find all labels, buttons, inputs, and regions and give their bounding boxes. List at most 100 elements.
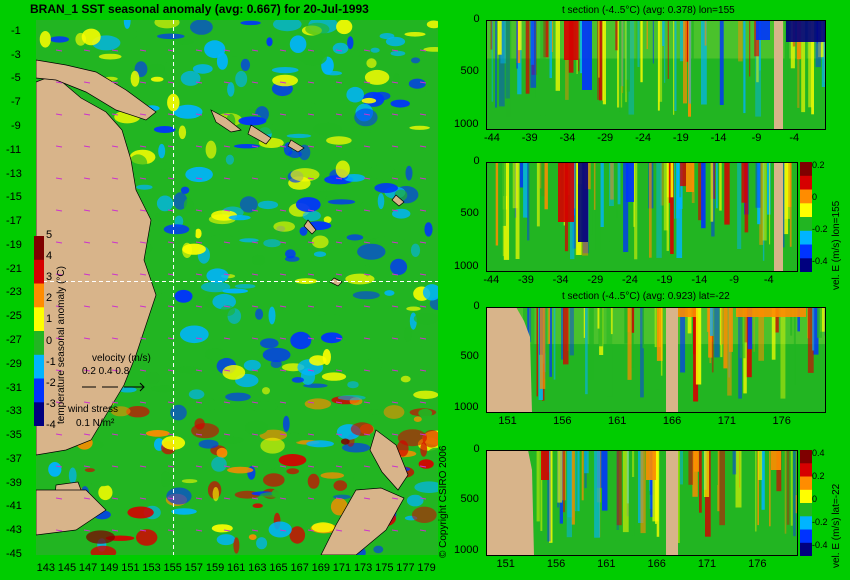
wind-arrow [307, 177, 315, 180]
anomaly-patch [330, 498, 348, 516]
section-streak [755, 450, 757, 532]
wind-arrow [335, 273, 343, 276]
anomaly-patch [398, 506, 406, 515]
anomaly-patch [160, 471, 172, 488]
section-streak [793, 450, 796, 537]
wind-arrow [391, 497, 399, 500]
section-streak [632, 450, 635, 536]
anomaly-patch [417, 57, 438, 74]
section-streak [650, 450, 654, 517]
section-streak [656, 307, 663, 361]
section-streak [757, 162, 761, 225]
vel-section-lat-22[interactable] [486, 450, 798, 556]
colorbar-tick-label: 0 [46, 334, 53, 347]
section-land [666, 450, 678, 556]
section-streak [548, 307, 550, 344]
section-streak [692, 450, 698, 497]
section-streak [811, 20, 814, 115]
anomaly-patch [337, 395, 366, 401]
wind-arrow [139, 401, 147, 404]
map-x-tick-label: 155 [163, 562, 182, 574]
wind-arrow [55, 177, 63, 180]
wind-arrow [83, 81, 91, 84]
wind-arrow [167, 177, 175, 180]
section-streak [807, 307, 814, 373]
wind-arrow [391, 113, 399, 116]
colorbar-tick-label: 1 [46, 313, 53, 326]
wind-arrow [139, 497, 147, 500]
anomaly-patch [334, 77, 351, 84]
anomaly-patch [150, 385, 179, 393]
vel-colorbar-swatch [800, 463, 812, 478]
wind-arrow [419, 113, 427, 116]
anomaly-patch [204, 348, 227, 361]
wind-arrow [55, 369, 63, 372]
section-streak [739, 307, 746, 359]
sst-anomaly-map[interactable] [36, 20, 438, 555]
wind-arrow [363, 145, 371, 148]
wind-arrow [251, 497, 259, 500]
section-streak [732, 450, 737, 475]
wind-arrow [195, 433, 203, 436]
anomaly-patch [341, 438, 350, 445]
wind-arrow [223, 529, 231, 532]
wind-legend-label: wind stress [68, 404, 119, 415]
anomaly-patch [240, 58, 251, 71]
wind-arrow [195, 49, 203, 52]
wind-arrow [391, 241, 399, 244]
section-frame [486, 162, 798, 272]
section-streak [576, 450, 578, 519]
anomaly-patch [190, 20, 213, 35]
section-streak [569, 307, 574, 356]
map-y-tick-label: -23 [6, 286, 22, 299]
anomaly-patch [414, 481, 438, 493]
anomaly-patch [150, 76, 164, 82]
section-streak [744, 307, 748, 343]
anomaly-patch [188, 389, 205, 400]
section-y-tick-label: 500 [460, 65, 479, 78]
anomaly-patch [262, 458, 278, 470]
section-streak [680, 307, 686, 373]
wind-arrow [363, 529, 371, 532]
land-mass [369, 429, 409, 491]
temp-section-lat-22[interactable] [486, 307, 826, 413]
temp-section-lon155[interactable] [486, 20, 826, 130]
section-streak [490, 20, 493, 50]
map-x-tick-label: 143 [36, 562, 55, 574]
section-streak [721, 307, 724, 345]
section-streak [797, 307, 800, 332]
anomaly-patch [235, 70, 248, 88]
vel-colorbar-swatch [800, 244, 812, 259]
anomaly-patch [271, 67, 299, 74]
section-streak [621, 20, 624, 94]
map-y-tick-label: -45 [6, 548, 22, 560]
vel-colorbar-tick-label: 0 [812, 494, 818, 504]
anomaly-patch [266, 37, 273, 47]
anomaly-patch [273, 20, 302, 32]
wind-arrow [167, 433, 175, 436]
wind-arrow [419, 49, 427, 52]
wind-arrow [279, 145, 287, 148]
anomaly-patch [284, 256, 300, 262]
wind-arrow [307, 81, 315, 84]
section-streak [762, 162, 765, 261]
anomaly-patch [326, 136, 352, 145]
anomaly-patch [145, 430, 170, 437]
section-streak [699, 450, 702, 513]
anomaly-patch [260, 437, 285, 454]
section-x-tick-label: 151 [496, 558, 515, 570]
section-streak [680, 450, 683, 485]
section-streak [527, 307, 529, 347]
wind-arrow [55, 465, 63, 468]
section-streak [701, 20, 707, 105]
vel-section-lon155[interactable] [486, 162, 798, 272]
wind-arrow [307, 113, 315, 116]
wind-arrow [335, 401, 343, 404]
anomaly-patch [321, 372, 347, 381]
anomaly-patch [113, 29, 139, 39]
panel2-colorbar-label: vel. E (m/s) lon=155 [831, 200, 842, 290]
colorbar-tick-label: -4 [46, 419, 56, 431]
section-streak [724, 162, 730, 225]
section-x-tick-label: -14 [710, 132, 727, 144]
map-x-tick-label: 173 [353, 562, 373, 574]
